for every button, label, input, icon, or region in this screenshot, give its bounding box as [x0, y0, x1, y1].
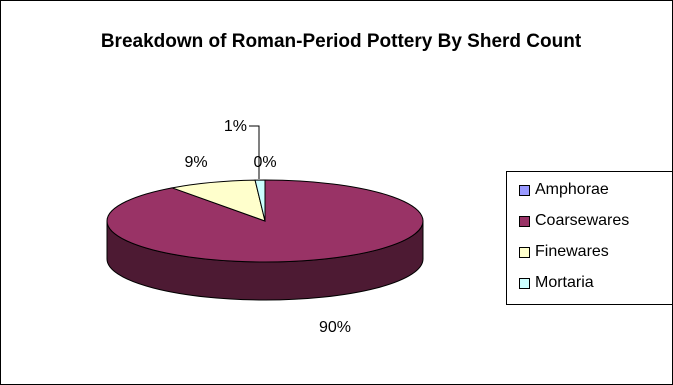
legend-label-finewares: Finewares — [535, 243, 609, 260]
data-label-mortaria: 1% — [224, 118, 247, 135]
data-label-coarsewares: 90% — [319, 319, 351, 336]
chart-legend: Amphorae Coarsewares Finewares Mortaria — [506, 171, 672, 305]
data-label-finewares: 9% — [184, 154, 207, 171]
legend-label-coarsewares: Coarsewares — [535, 212, 630, 229]
leader-line-mortaria — [249, 125, 260, 179]
legend-item-coarsewares: Coarsewares — [519, 211, 629, 231]
legend-label-amphorae: Amphorae — [535, 181, 609, 198]
legend-item-amphorae: Amphorae — [519, 180, 609, 200]
legend-item-finewares: Finewares — [519, 242, 609, 262]
legend-swatch-coarsewares — [519, 215, 530, 227]
pie-slice-finewares — [170, 179, 266, 222]
chart-title: Breakdown of Roman-Period Pottery By She… — [100, 31, 582, 52]
data-label-amphorae: 0% — [253, 154, 276, 171]
pie-slice-mortaria — [254, 179, 266, 222]
legend-swatch-finewares — [519, 246, 530, 258]
legend-label-mortaria: Mortaria — [535, 274, 594, 291]
legend-item-mortaria: Mortaria — [519, 273, 594, 293]
legend-swatch-amphorae — [519, 184, 530, 196]
legend-swatch-mortaria — [519, 277, 530, 289]
